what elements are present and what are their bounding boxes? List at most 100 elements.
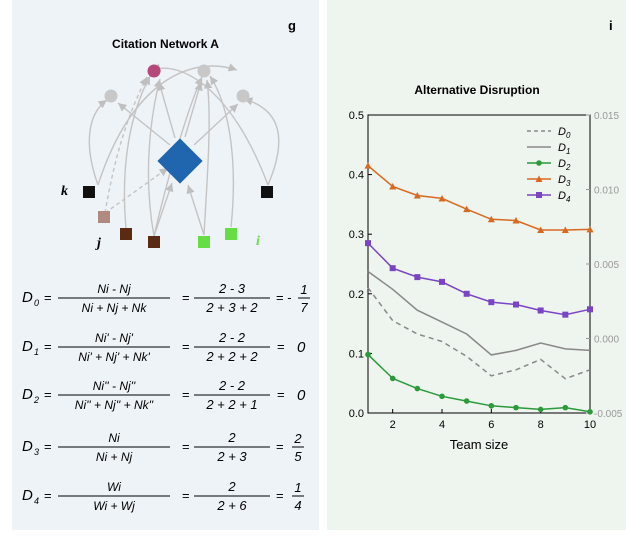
edge-focal <box>117 102 171 146</box>
equation-equals: = <box>44 290 52 305</box>
equation-equals: = <box>182 339 190 354</box>
equation-numerator: Wi <box>107 480 121 494</box>
data-point <box>439 278 445 285</box>
data-point <box>562 404 569 411</box>
data-point <box>389 265 396 272</box>
result-numerator: 1 <box>300 282 307 297</box>
data-point <box>439 393 445 400</box>
node-j-dark <box>148 236 160 248</box>
equation-lhs: D <box>22 386 33 403</box>
equation-equals: = <box>182 439 190 454</box>
network-title: Citation Network A <box>112 37 219 51</box>
edge <box>186 184 205 236</box>
equation-lhs: D <box>22 338 33 355</box>
equation-lhs-subscript: 4 <box>34 496 39 506</box>
equation-denominator: Ni + Nj + Nk <box>82 301 148 315</box>
result-numerator: 2 <box>293 431 302 446</box>
equation-denominator: Ni' + Nj' + Nk' <box>78 350 150 364</box>
equation-equals: = <box>182 488 190 503</box>
data-point <box>364 162 372 169</box>
numeric-numerator: 2 - 2 <box>218 378 246 393</box>
x-tick-label: 2 <box>390 419 396 431</box>
data-point <box>365 240 371 247</box>
legend-label: D4 <box>558 190 571 204</box>
legend-label: D0 <box>558 126 571 140</box>
data-point <box>413 191 421 199</box>
data-point <box>414 274 421 281</box>
equation-equals: = <box>276 488 284 503</box>
equation-result: 0 <box>297 387 306 404</box>
data-point <box>463 398 470 404</box>
series-line-d1 <box>367 270 591 356</box>
y-tick-label: 0.2 <box>349 289 364 301</box>
equation-equals: = <box>277 387 285 402</box>
citation-network-diagram <box>83 63 280 248</box>
equation-numerator: Ni <box>108 431 120 445</box>
data-point <box>463 290 470 297</box>
edge-dashed <box>104 167 169 214</box>
equation-lhs-subscript: 3 <box>34 447 39 457</box>
data-point <box>488 299 495 306</box>
equation-equals: = <box>44 488 52 503</box>
label-k: k <box>61 184 68 199</box>
y2-tick-label: 0.015 <box>594 111 619 122</box>
data-point <box>562 311 569 318</box>
cited-node-gray <box>104 89 118 103</box>
panel-letter-i: i <box>609 18 613 33</box>
equation-equals: = <box>44 339 52 354</box>
series-line-d2 <box>367 354 591 413</box>
numeric-denominator: 2 + 2 + 2 <box>205 349 258 364</box>
cited-node-gray <box>197 64 211 78</box>
legend-label: D2 <box>558 158 571 172</box>
data-point <box>512 216 520 224</box>
equation-equals: = <box>277 339 285 354</box>
node-k-left <box>83 186 95 198</box>
equation-lhs: D <box>22 438 33 455</box>
numeric-denominator: 2 + 2 + 1 <box>205 397 257 412</box>
equation-denominator: Ni + Nj <box>96 450 133 464</box>
label-j: j <box>97 236 101 251</box>
y-tick-label: 0.5 <box>349 110 364 122</box>
result-numerator: 1 <box>294 480 301 495</box>
numeric-numerator: 2 - 2 <box>218 330 246 345</box>
edge <box>151 63 269 186</box>
equation-lhs-subscript: 1 <box>34 347 39 357</box>
data-point <box>488 403 495 409</box>
edge <box>203 79 213 236</box>
data-point <box>587 409 593 415</box>
equation-equals: = <box>276 439 284 454</box>
x-tick-label: 8 <box>538 419 544 431</box>
equation-result: 0 <box>297 339 306 356</box>
result-denominator: 5 <box>294 449 302 464</box>
data-point <box>561 226 569 234</box>
label-i: i <box>256 234 260 249</box>
edge <box>243 97 280 186</box>
cited-node-magenta <box>147 64 161 78</box>
x-axis-label: Team size <box>450 437 509 452</box>
data-point <box>537 226 545 234</box>
y2-tick-label: 0.000 <box>594 335 619 346</box>
result-denominator: 7 <box>300 300 308 315</box>
numeric-numerator: 2 - 3 <box>218 281 246 296</box>
numeric-denominator: 2 + 6 <box>216 498 247 513</box>
data-point <box>513 301 519 308</box>
series-line-d3 <box>367 165 591 231</box>
data-point <box>365 351 371 358</box>
equation-equals: = <box>182 387 190 402</box>
equation-denominator: Wi + Wj <box>93 499 135 513</box>
legend-marker <box>536 192 542 198</box>
legend-marker <box>535 175 543 182</box>
data-point <box>537 406 544 413</box>
data-point <box>438 194 446 202</box>
edge-focal <box>157 81 176 139</box>
equation-equals: = <box>182 290 190 305</box>
data-point <box>586 225 594 233</box>
legend-label: D3 <box>558 174 571 188</box>
equation-numerator: Ni' - Nj' <box>95 331 134 345</box>
series-line-d0 <box>367 287 591 380</box>
line-chart: Alternative Disruption 0.0 0.1 0.2 0.3 0.4 0.… <box>349 83 623 452</box>
y-tick-label: 0.4 <box>349 170 364 182</box>
edge <box>209 75 235 228</box>
y2-tick-label: 0.010 <box>594 186 619 197</box>
